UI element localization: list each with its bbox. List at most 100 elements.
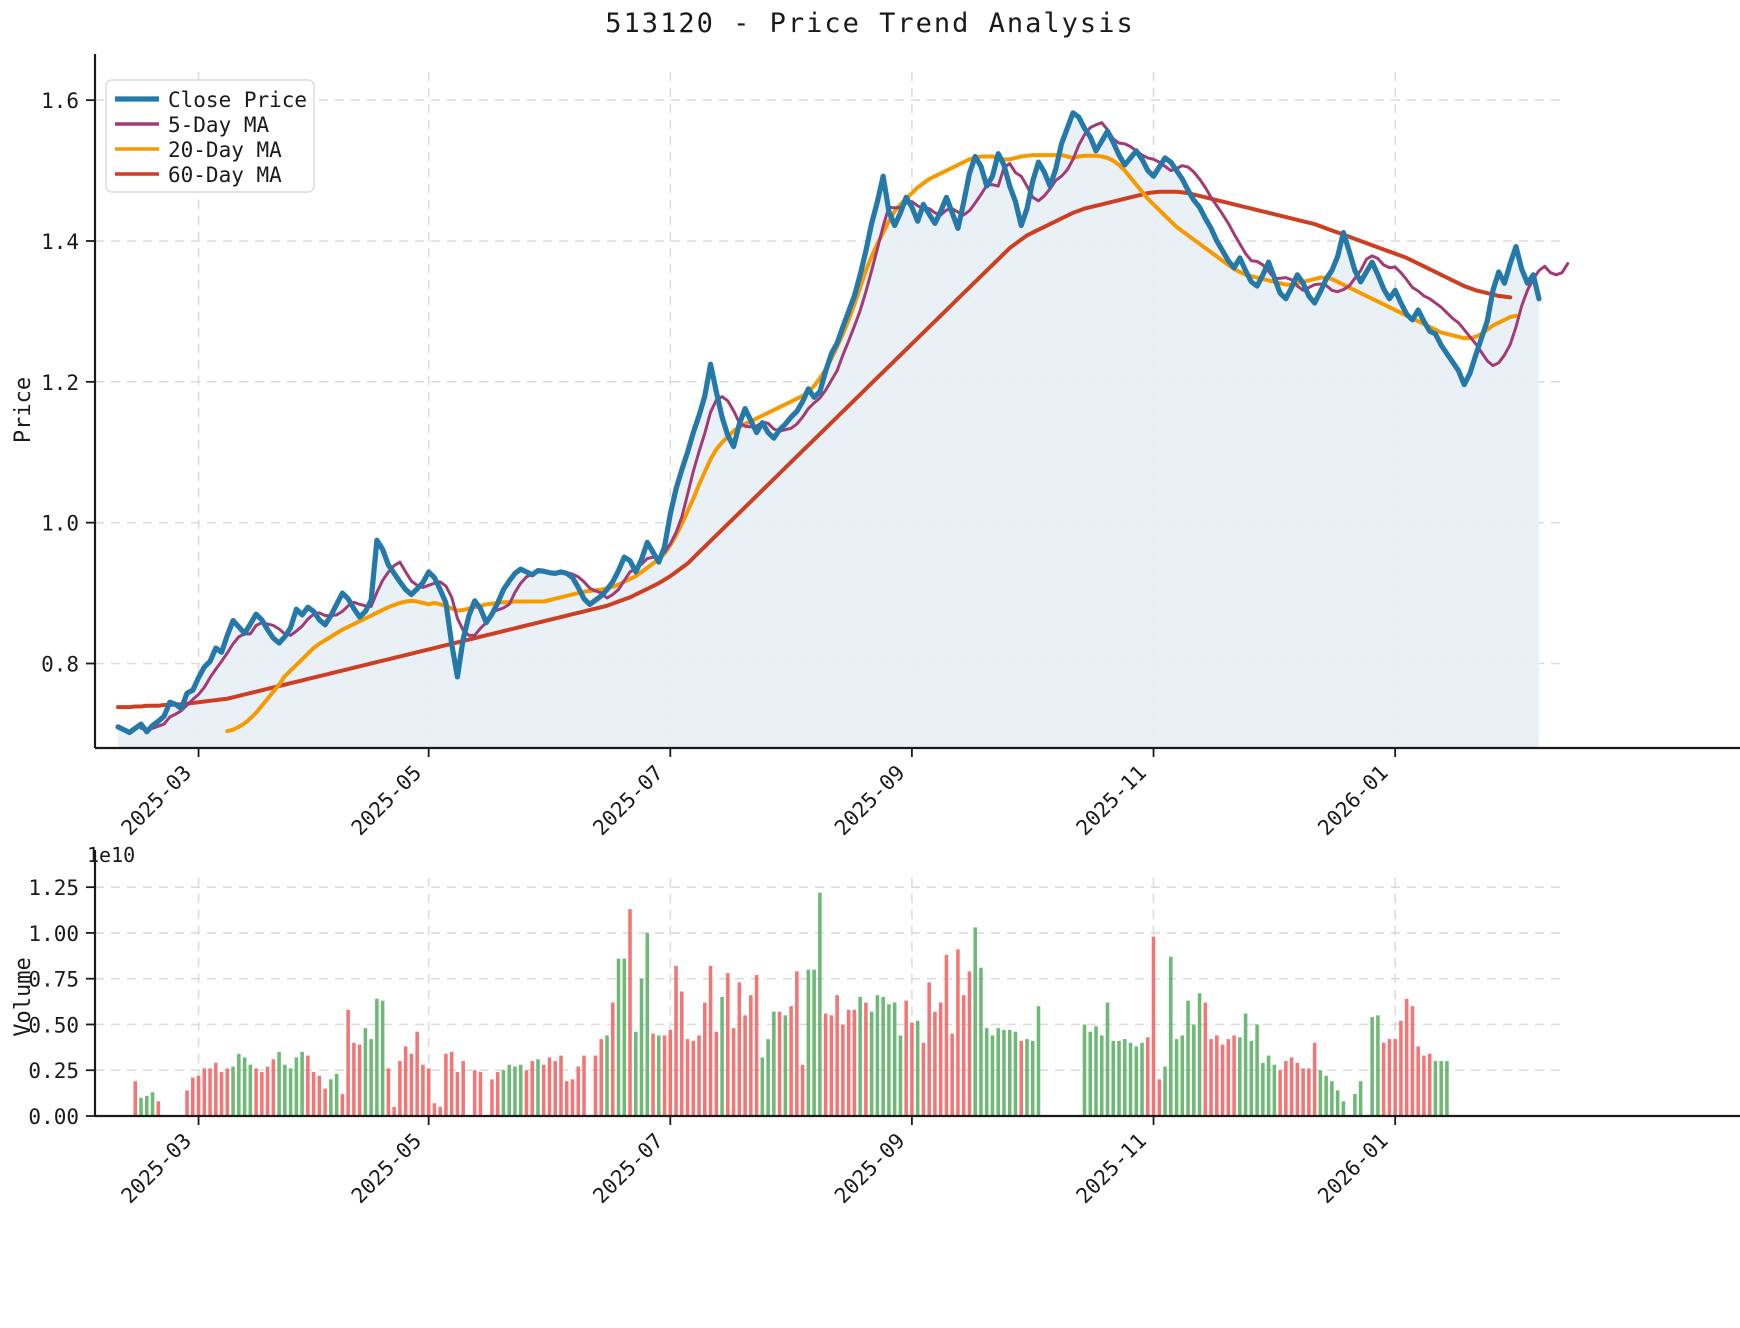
volume-bar bbox=[133, 1081, 138, 1116]
volume-bar bbox=[1370, 1017, 1374, 1116]
volume-bar bbox=[501, 1070, 506, 1116]
volume-y-tick-label: 0.25 bbox=[28, 1059, 79, 1083]
volume-bar bbox=[576, 1066, 581, 1116]
volume-bar bbox=[1393, 1039, 1397, 1116]
volume-bar bbox=[697, 1035, 701, 1116]
price-x-tick-label: 2025-09 bbox=[830, 761, 910, 841]
volume-bar bbox=[933, 1011, 937, 1116]
volume-bar bbox=[1094, 1026, 1098, 1116]
volume-bar bbox=[438, 1106, 442, 1116]
volume-bar bbox=[996, 1028, 1000, 1116]
volume-bar bbox=[967, 971, 972, 1116]
volume-bar bbox=[610, 1002, 615, 1116]
volume-bar bbox=[950, 1033, 954, 1116]
volume-bar bbox=[1099, 1035, 1104, 1116]
volume-bar bbox=[1082, 1024, 1087, 1116]
price-gridlines: 0.8 1.0 1.2 1.4 1.6 2025-03 2025-05 2025-07 2025… bbox=[11, 54, 1740, 1208]
volume-bar bbox=[657, 1035, 661, 1116]
volume-bar bbox=[208, 1068, 212, 1116]
volume-y-tick-label: 0.50 bbox=[28, 1013, 79, 1037]
volume-gridlines: 0.00 0.25 0.50 0.75 1.00 1.25 1e10 2025-03 2025-… bbox=[11, 843, 1740, 1208]
volume-y-tick-label: 1.00 bbox=[28, 922, 79, 946]
volume-bar bbox=[910, 1022, 914, 1116]
volume-bar bbox=[1439, 1061, 1443, 1116]
volume-bar bbox=[904, 1000, 908, 1116]
volume-bar bbox=[634, 1031, 638, 1116]
volume-y-tick-label: 0.00 bbox=[28, 1105, 79, 1129]
volume-bar bbox=[1330, 1081, 1334, 1116]
volume-bar bbox=[1197, 993, 1202, 1116]
volume-bar bbox=[915, 1020, 920, 1116]
volume-bar bbox=[357, 1044, 362, 1116]
volume-bar bbox=[605, 1035, 609, 1116]
volume-bar bbox=[352, 1042, 356, 1116]
volume-bar bbox=[472, 1070, 477, 1116]
volume-bar bbox=[570, 1079, 575, 1116]
legend-label-ma60: 60-Day MA bbox=[168, 163, 282, 187]
volume-bar bbox=[973, 927, 977, 1116]
volume-bar bbox=[415, 1031, 419, 1116]
volume-bar bbox=[1215, 1035, 1219, 1116]
volume-bar bbox=[1295, 1062, 1300, 1116]
volume-bar bbox=[380, 1000, 385, 1116]
volume-bar bbox=[1088, 1031, 1093, 1116]
price-x-tick-label: 2025-05 bbox=[347, 761, 427, 841]
volume-bar bbox=[513, 1066, 517, 1116]
price-x-tick-label: 2025-03 bbox=[117, 761, 197, 841]
volume-bar bbox=[714, 1031, 719, 1116]
volume-bar bbox=[691, 1040, 696, 1116]
volume-bar bbox=[1232, 1035, 1236, 1116]
volume-bar bbox=[685, 1039, 690, 1116]
series-line-60-day-ma bbox=[116, 189, 1513, 710]
volume-bar bbox=[645, 932, 650, 1116]
volume-bar bbox=[1324, 1075, 1328, 1116]
volume-bar bbox=[1036, 1006, 1041, 1116]
volume-bar bbox=[1157, 1079, 1162, 1116]
volume-bar bbox=[461, 1061, 465, 1116]
volume-bar bbox=[150, 1092, 155, 1116]
volume-bar bbox=[582, 1055, 586, 1116]
volume-bar bbox=[1030, 1040, 1035, 1116]
volume-bar bbox=[726, 973, 730, 1116]
volume-bar bbox=[1376, 1015, 1380, 1116]
volume-bar bbox=[1358, 1081, 1363, 1116]
volume-bar bbox=[1422, 1055, 1426, 1116]
volume-bar bbox=[530, 1061, 534, 1116]
volume-bar bbox=[340, 1094, 345, 1116]
volume-bar bbox=[898, 1035, 903, 1116]
volume-bar bbox=[1427, 1053, 1432, 1116]
volume-bar bbox=[651, 1033, 655, 1116]
price-x-tick-label: 2025-11 bbox=[1072, 761, 1152, 841]
price-x-tick-label: 2025-07 bbox=[588, 761, 668, 841]
volume-bar bbox=[789, 1006, 793, 1116]
volume-bar bbox=[818, 892, 822, 1116]
volume-bar bbox=[524, 1070, 529, 1116]
volume-bar bbox=[1163, 1066, 1167, 1116]
volume-bar bbox=[1272, 1064, 1277, 1116]
volume-bar bbox=[1387, 1039, 1392, 1116]
volume-bar bbox=[346, 1009, 350, 1116]
volume-bar bbox=[1209, 1039, 1213, 1116]
volume-offset-label: 1e10 bbox=[87, 843, 135, 867]
volume-bar bbox=[737, 982, 742, 1116]
volume-bar bbox=[294, 1057, 299, 1116]
volume-bar bbox=[490, 1079, 494, 1116]
volume-bar bbox=[449, 1051, 454, 1116]
volume-bar bbox=[392, 1106, 396, 1116]
volume-bar bbox=[225, 1068, 230, 1116]
volume-bar bbox=[1433, 1061, 1438, 1116]
volume-bar bbox=[720, 997, 724, 1116]
volume-bar bbox=[426, 1068, 431, 1116]
volume-bar bbox=[1151, 936, 1156, 1116]
volume-bar bbox=[409, 1053, 414, 1116]
series-line-close-price bbox=[115, 110, 1542, 736]
volume-bar bbox=[674, 965, 678, 1116]
volume-bar bbox=[237, 1053, 241, 1116]
volume-axes: 0.00 0.25 0.50 0.75 1.00 1.25 1e10 2025-03 2025-… bbox=[11, 843, 1740, 1208]
volume-bar bbox=[363, 1028, 368, 1116]
volume-bar bbox=[944, 954, 949, 1116]
volume-bar bbox=[191, 1077, 195, 1116]
volume-bar bbox=[541, 1064, 546, 1116]
volume-x-tick-label: 2025-09 bbox=[830, 1129, 910, 1209]
